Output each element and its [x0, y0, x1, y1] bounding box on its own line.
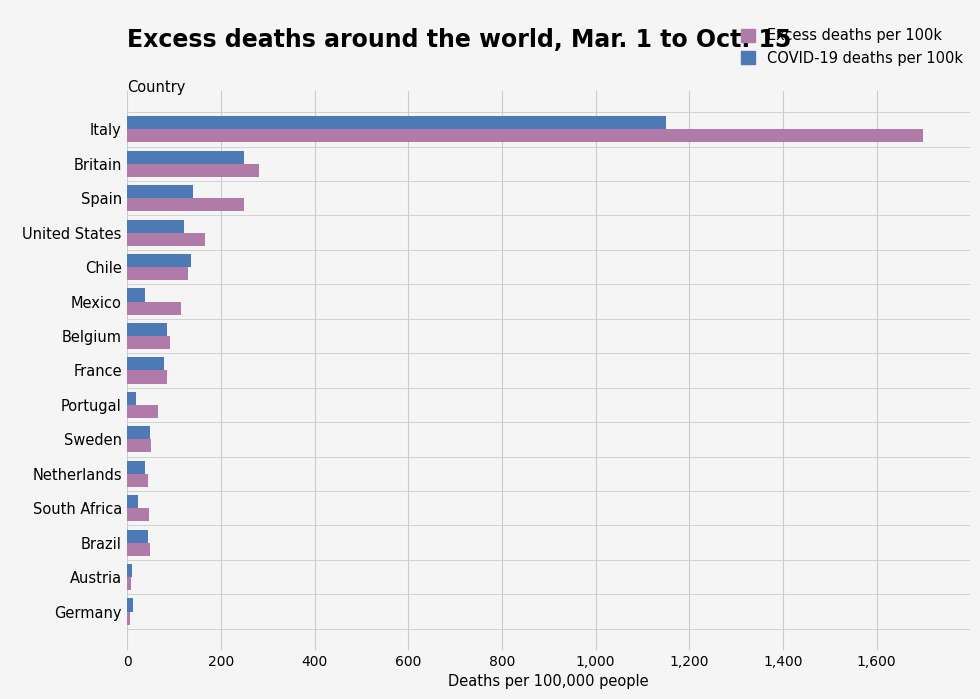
Bar	[127, 392, 136, 405]
Bar	[127, 461, 145, 474]
Bar	[127, 474, 149, 487]
Legend: Excess deaths per 100k, COVID-19 deaths per 100k: Excess deaths per 100k, COVID-19 deaths …	[741, 28, 963, 66]
Bar	[127, 577, 130, 590]
Bar	[127, 542, 150, 556]
Bar	[127, 116, 665, 129]
Bar	[127, 405, 158, 418]
Bar	[127, 301, 181, 315]
Bar	[127, 323, 168, 336]
Bar	[127, 233, 205, 246]
Text: Excess deaths around the world, Mar. 1 to Oct. 15: Excess deaths around the world, Mar. 1 t…	[127, 28, 792, 52]
Bar	[127, 357, 164, 370]
Bar	[127, 426, 150, 440]
Bar	[127, 440, 151, 452]
Text: Country: Country	[127, 80, 186, 95]
Bar	[127, 254, 190, 267]
X-axis label: Deaths per 100,000 people: Deaths per 100,000 people	[449, 675, 649, 689]
Bar	[127, 612, 130, 625]
Bar	[127, 336, 170, 349]
Bar	[127, 370, 168, 384]
Bar	[127, 508, 149, 521]
Bar	[127, 495, 138, 508]
Bar	[127, 289, 145, 301]
Bar	[127, 185, 193, 199]
Bar	[127, 598, 133, 612]
Bar	[127, 530, 148, 542]
Bar	[127, 219, 183, 233]
Bar	[127, 267, 188, 280]
Bar	[127, 199, 244, 211]
Bar	[127, 164, 259, 177]
Bar	[127, 129, 923, 143]
Bar	[127, 151, 244, 164]
Bar	[127, 564, 132, 577]
